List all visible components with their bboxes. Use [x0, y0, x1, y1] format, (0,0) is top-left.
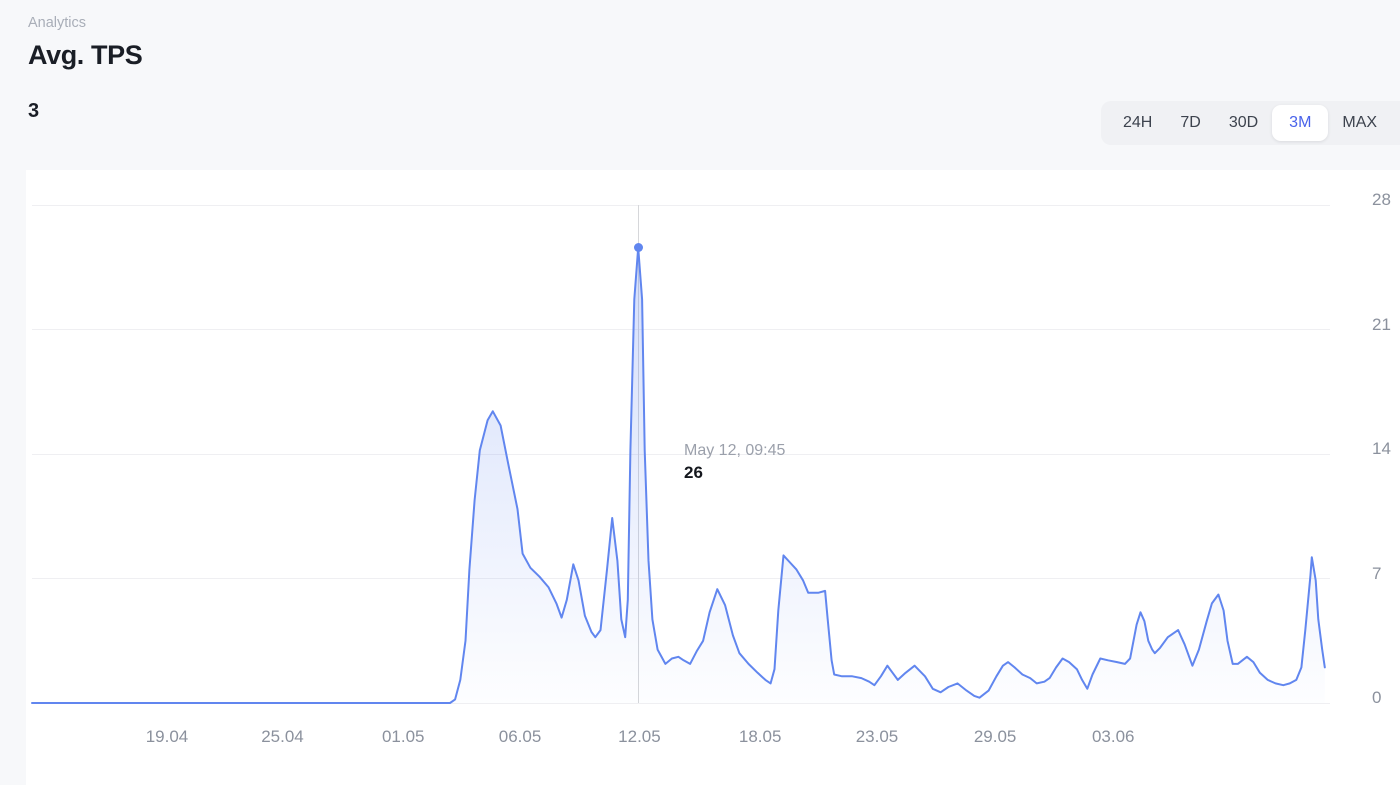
chart-tooltip: May 12, 09:45 26 [684, 441, 785, 483]
current-value: 3 [28, 100, 40, 122]
x-tick-29.05: 29.05 [973, 727, 1017, 746]
time-range-3m[interactable]: 3M [1272, 105, 1329, 141]
y-tick-14: 14 [1372, 439, 1391, 458]
y-tick-28: 28 [1372, 190, 1391, 209]
page-title: Avg. TPS [28, 40, 143, 70]
x-tick-01.05: 01.05 [381, 727, 425, 746]
tooltip-date: May 12, 09:45 [684, 442, 786, 459]
chart-line [31, 246, 1326, 704]
gridline-21 [32, 329, 1330, 330]
gridline-28 [32, 204, 1330, 206]
y-tick-21: 21 [1372, 314, 1391, 334]
gridline-7 [32, 578, 1330, 579]
hover-point-dot [634, 243, 644, 253]
x-tick-03.06: 03.06 [1091, 727, 1135, 746]
x-tick-18.05: 18.05 [738, 727, 782, 746]
x-tick-25.04: 25.04 [261, 727, 304, 746]
time-range-7d[interactable]: 7D [1166, 101, 1214, 145]
tps-area-chart[interactable] [31, 205, 1330, 704]
time-range-max[interactable]: MAX [1328, 101, 1391, 145]
gridline-14 [32, 453, 1330, 455]
x-tick-12.05: 12.05 [618, 727, 661, 746]
tooltip-value: 26 [684, 463, 703, 482]
time-range-30d[interactable]: 30D [1215, 101, 1272, 145]
time-range-selector: 24H 7D 30D 3M MAX [1101, 101, 1400, 145]
x-tick-19.04: 19.04 [145, 727, 189, 746]
chart-area-fill [32, 247, 1325, 703]
chart-card: 0 7 14 21 28 19.04 25.04 01.05 06.05 12.05 18.05 2… [26, 170, 1400, 785]
x-tick-06.05: 06.05 [498, 727, 542, 746]
time-range-24h[interactable]: 24H [1109, 101, 1166, 145]
section-label: Analytics [28, 15, 87, 31]
x-tick-23.05: 23.05 [855, 727, 899, 746]
y-tick-7: 7 [1372, 563, 1382, 583]
y-tick-0: 0 [1372, 688, 1382, 707]
